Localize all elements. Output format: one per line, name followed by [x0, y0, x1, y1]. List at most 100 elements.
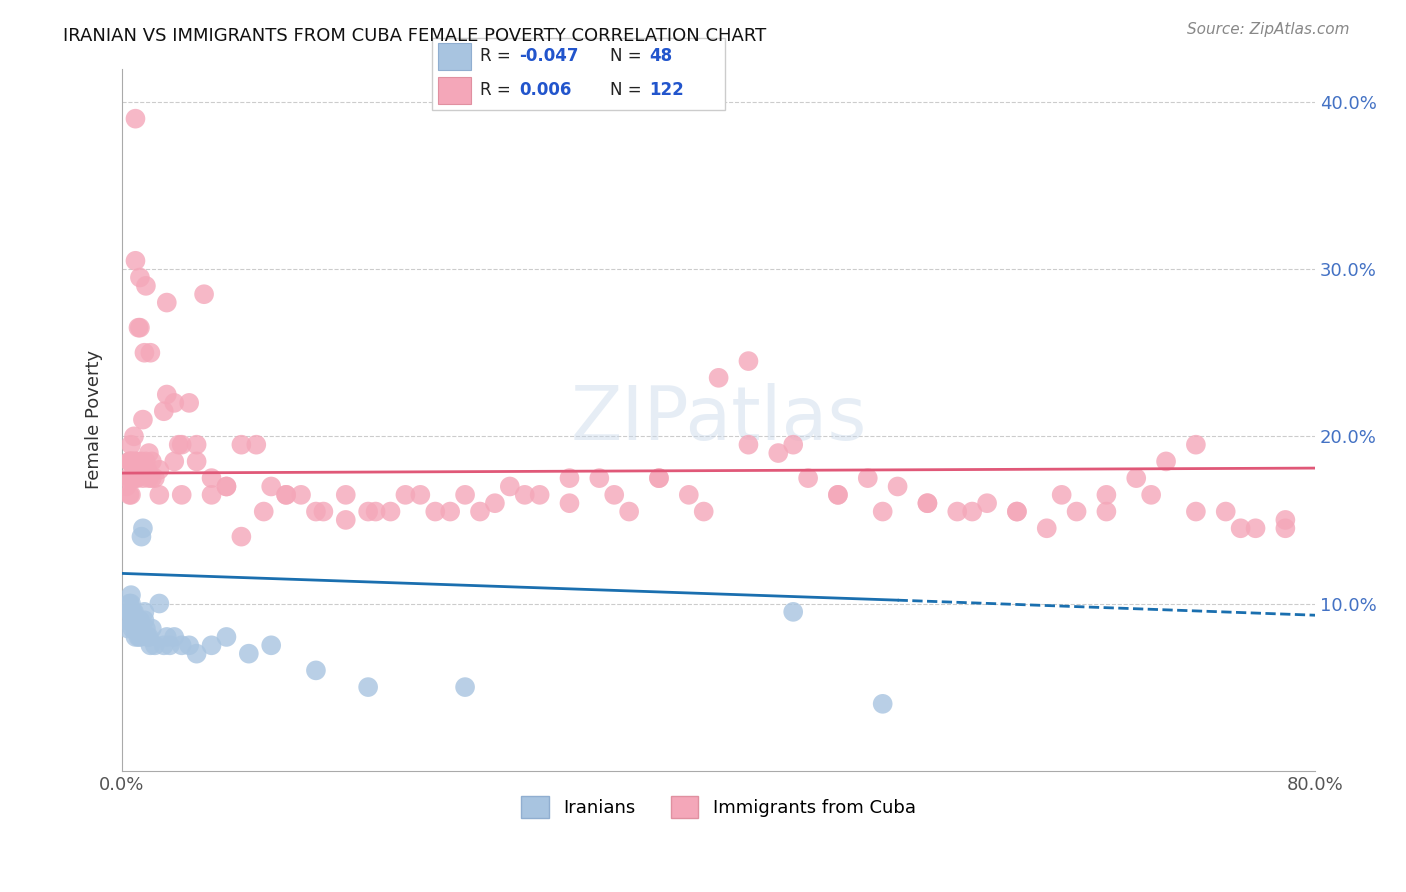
Point: [124, 253, 146, 268]
Point: [872, 697, 894, 711]
Point: [179, 638, 201, 652]
Point: [122, 613, 145, 627]
Point: [917, 496, 939, 510]
Point: [274, 488, 297, 502]
Point: [454, 680, 477, 694]
Point: [153, 638, 176, 652]
Point: [200, 638, 222, 652]
Point: [260, 479, 283, 493]
Point: [305, 664, 328, 678]
Point: [120, 454, 142, 468]
Point: [1035, 521, 1057, 535]
Point: [136, 630, 159, 644]
Point: [499, 479, 522, 493]
Point: [215, 630, 238, 644]
Text: N =: N =: [610, 81, 647, 99]
Point: [129, 270, 152, 285]
FancyBboxPatch shape: [437, 77, 471, 104]
Point: [335, 488, 357, 502]
Point: [134, 345, 156, 359]
Point: [132, 412, 155, 426]
Point: [200, 471, 222, 485]
Point: [156, 630, 179, 644]
Point: [129, 320, 152, 334]
Point: [193, 287, 215, 301]
Point: [143, 471, 166, 485]
Point: [425, 504, 447, 518]
Point: [138, 471, 160, 485]
Point: [737, 438, 759, 452]
Point: [121, 471, 143, 485]
Point: [118, 605, 141, 619]
Point: [179, 396, 201, 410]
Point: [122, 471, 145, 485]
Point: [124, 622, 146, 636]
Point: [1185, 504, 1208, 518]
Point: [1005, 504, 1028, 518]
Point: [364, 504, 387, 518]
Point: [115, 479, 138, 493]
Point: [946, 504, 969, 518]
Point: [558, 471, 581, 485]
FancyBboxPatch shape: [437, 43, 471, 70]
Point: [124, 630, 146, 644]
Y-axis label: Female Poverty: Female Poverty: [86, 350, 103, 489]
Point: [138, 630, 160, 644]
Point: [138, 446, 160, 460]
Text: Source: ZipAtlas.com: Source: ZipAtlas.com: [1187, 22, 1350, 37]
Point: [782, 438, 804, 452]
Text: -0.047: -0.047: [520, 47, 579, 65]
Point: [141, 622, 163, 636]
Point: [134, 605, 156, 619]
Point: [215, 479, 238, 493]
Point: [678, 488, 700, 502]
Point: [200, 488, 222, 502]
Point: [125, 471, 148, 485]
Point: [290, 488, 312, 502]
Point: [129, 630, 152, 644]
Point: [976, 496, 998, 510]
Point: [139, 638, 162, 652]
Point: [131, 454, 153, 468]
Point: [122, 429, 145, 443]
Point: [127, 630, 149, 644]
Point: [170, 638, 193, 652]
Point: [260, 638, 283, 652]
Point: [1244, 521, 1267, 535]
Point: [129, 613, 152, 627]
Text: IRANIAN VS IMMIGRANTS FROM CUBA FEMALE POVERTY CORRELATION CHART: IRANIAN VS IMMIGRANTS FROM CUBA FEMALE P…: [63, 27, 766, 45]
Point: [1095, 488, 1118, 502]
Point: [131, 622, 153, 636]
Point: [768, 446, 790, 460]
Point: [1215, 504, 1237, 518]
Point: [603, 488, 626, 502]
Point: [588, 471, 610, 485]
Point: [648, 471, 671, 485]
Point: [409, 488, 432, 502]
Point: [380, 504, 402, 518]
Point: [131, 530, 153, 544]
Point: [118, 597, 141, 611]
Point: [170, 438, 193, 452]
Point: [617, 504, 640, 518]
Point: [125, 454, 148, 468]
Point: [253, 504, 276, 518]
Point: [167, 438, 190, 452]
Point: [143, 638, 166, 652]
Point: [118, 454, 141, 468]
Point: [1125, 471, 1147, 485]
Point: [163, 396, 186, 410]
Point: [124, 112, 146, 126]
Point: [135, 454, 157, 468]
Point: [121, 605, 143, 619]
Point: [136, 463, 159, 477]
Point: [737, 354, 759, 368]
Point: [120, 605, 142, 619]
Point: [125, 454, 148, 468]
Point: [135, 622, 157, 636]
Point: [1154, 454, 1177, 468]
Point: [121, 454, 143, 468]
Point: [305, 504, 328, 518]
Point: [127, 622, 149, 636]
Point: [872, 504, 894, 518]
